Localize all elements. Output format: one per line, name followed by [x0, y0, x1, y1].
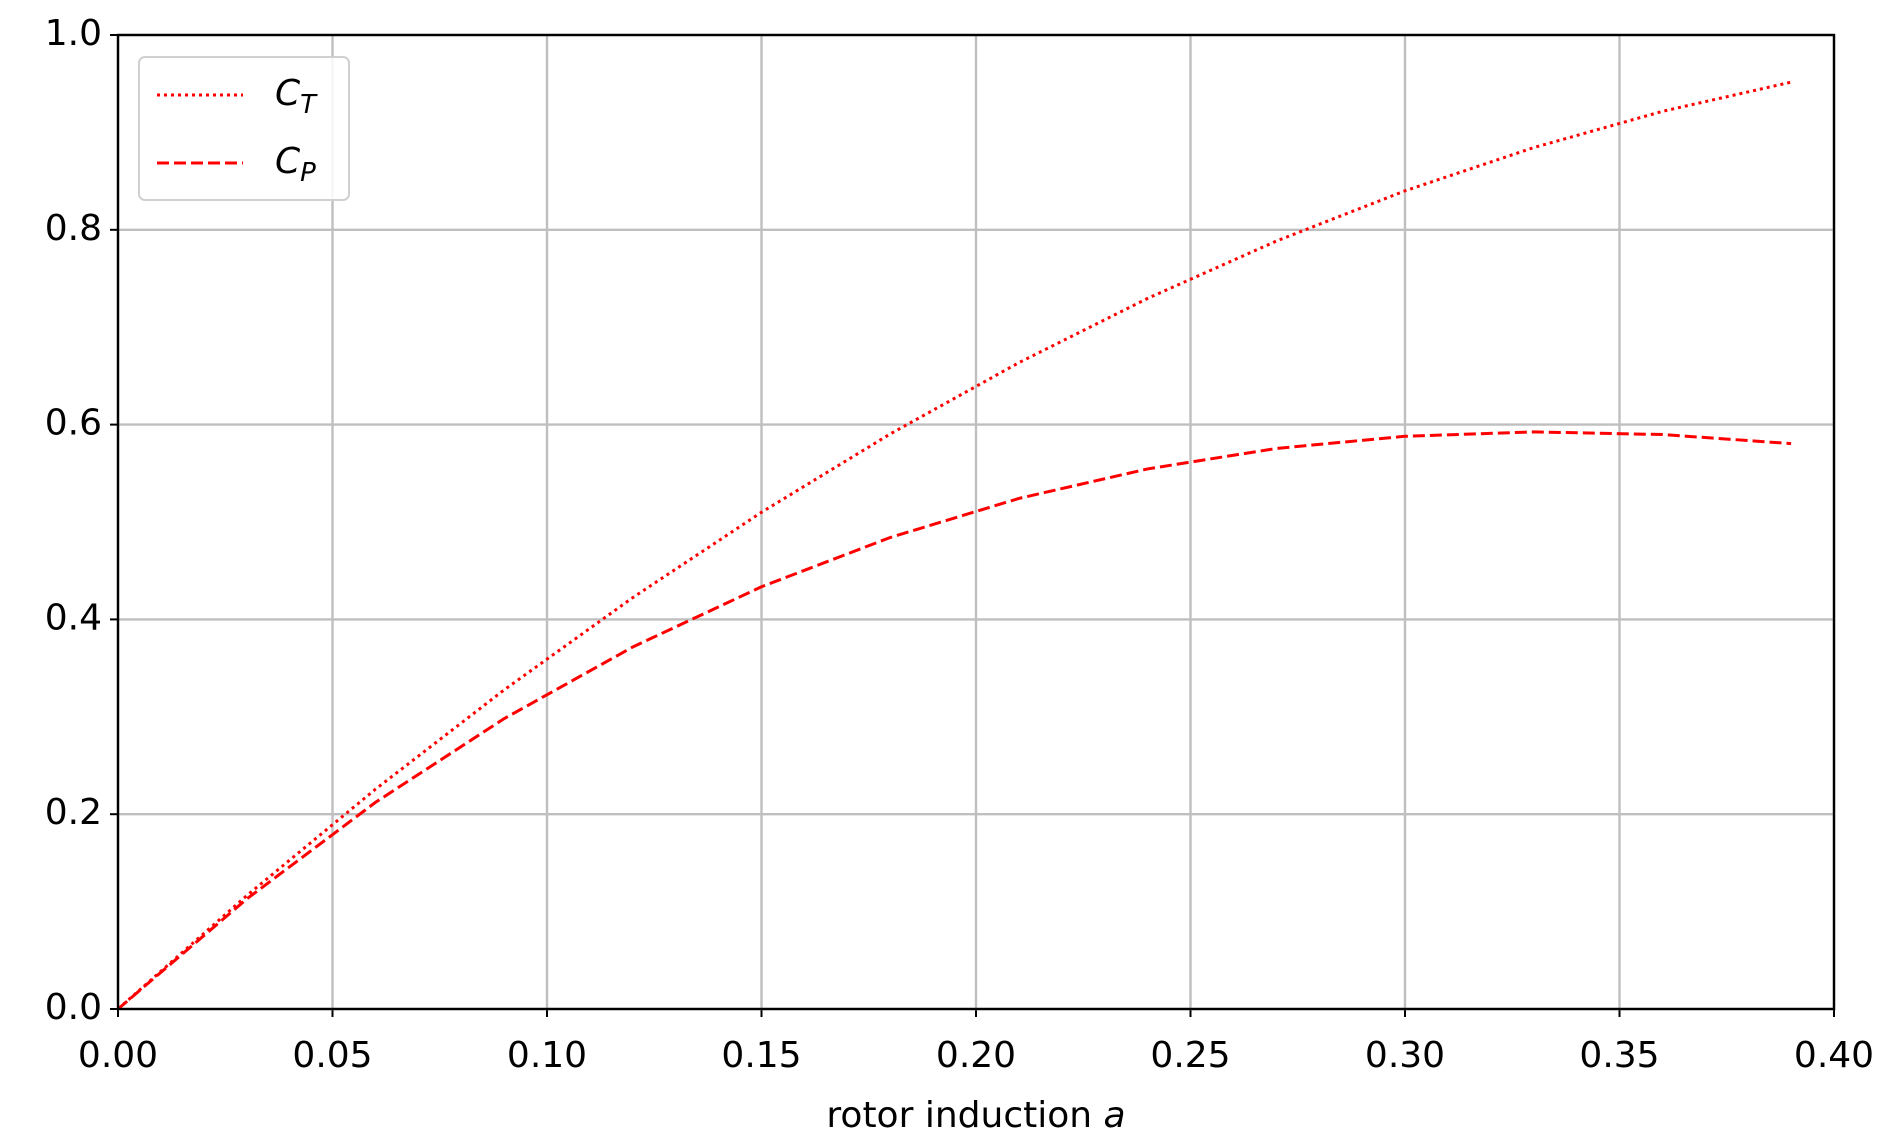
x-tick-label: 0.15 — [721, 1035, 801, 1076]
y-tick-label: 0.2 — [45, 792, 102, 833]
x-tick-label: 0.20 — [936, 1035, 1016, 1076]
y-tick-label: 1.0 — [45, 13, 102, 54]
y-tick-label: 0.8 — [45, 208, 102, 249]
y-tick-label: 0.4 — [45, 597, 102, 638]
x-tick-label: 0.35 — [1579, 1035, 1659, 1076]
x-tick-label: 0.00 — [78, 1035, 158, 1076]
series-line — [117, 80, 1792, 1011]
series-line — [117, 430, 1792, 1011]
x-tick-label: 0.05 — [292, 1035, 372, 1076]
x-tick-label: 0.25 — [1150, 1035, 1230, 1076]
y-tick-label: 0.0 — [45, 987, 102, 1028]
x-tick-label: 0.40 — [1794, 1035, 1874, 1076]
x-tick-label: 0.10 — [507, 1035, 587, 1076]
legend-box — [138, 56, 350, 201]
y-tick-label: 0.6 — [45, 403, 102, 444]
x-tick-label: 0.30 — [1365, 1035, 1445, 1076]
x-axis-label: rotor induction a — [826, 1095, 1125, 1136]
plot-frame — [116, 33, 1836, 1011]
